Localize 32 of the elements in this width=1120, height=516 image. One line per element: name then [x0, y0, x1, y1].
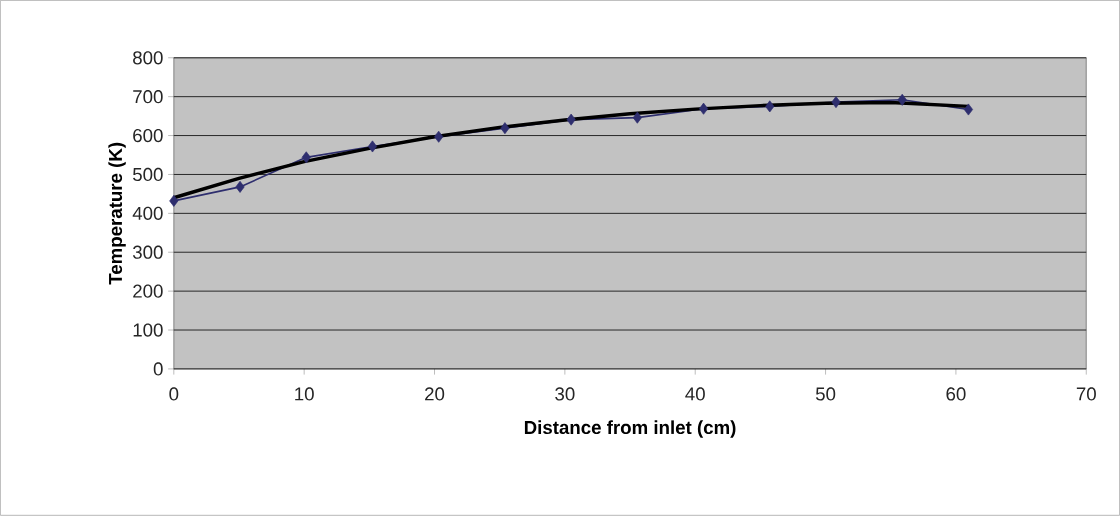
point	[963, 103, 973, 116]
y-tick-label: 200	[133, 284, 163, 298]
point	[632, 111, 642, 124]
x-tick-label: 60	[946, 387, 966, 401]
x-tick-label: 50	[815, 387, 836, 401]
x-axis-title: Distance from inlet (cm)	[524, 420, 736, 438]
x-tick-label: 20	[425, 387, 445, 401]
point	[765, 100, 775, 113]
y-tick-label: 100	[133, 323, 163, 337]
y-axis-title: Temperature (K)	[108, 143, 126, 285]
point	[301, 151, 311, 164]
x-tick-label: 10	[295, 387, 314, 401]
point	[897, 93, 907, 106]
y-tick-label: 500	[133, 167, 163, 182]
point	[831, 96, 841, 109]
y-tick-label: 700	[133, 90, 163, 104]
x-tick-label: 40	[685, 387, 705, 401]
y-tick-label: 0	[153, 362, 163, 376]
y-tick-label: 400	[132, 206, 163, 221]
y-tick-label: 600	[133, 129, 163, 143]
point	[235, 181, 245, 193]
y-tick-label: 800	[133, 51, 163, 65]
x-tick-label: 30	[555, 387, 575, 401]
point	[500, 122, 510, 135]
point	[169, 195, 179, 207]
point	[434, 130, 444, 143]
point	[367, 140, 378, 153]
y-tick-label: 300	[132, 245, 163, 259]
x-tick-label: 0	[169, 387, 179, 401]
point	[566, 113, 576, 126]
x-tick-label: 70	[1076, 387, 1096, 401]
point	[699, 102, 709, 115]
